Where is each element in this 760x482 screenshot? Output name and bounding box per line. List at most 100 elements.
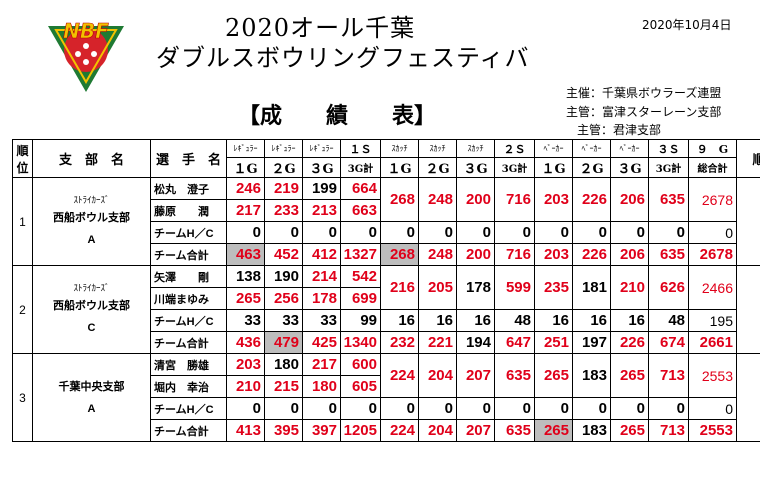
score-cell: 213 [302, 199, 341, 222]
col-sub: ２G [264, 157, 303, 178]
score-cell: 0 [418, 397, 457, 420]
score-cell: 138 [226, 265, 265, 288]
player-name: 堀内 幸治 [150, 375, 227, 398]
results-table: 順位支 部 名選 手 名ﾚｷﾞｭﾗｰ ﾚｷﾞｭﾗｰ ﾚｷﾞｭﾗｰ １Ｓ ｽｶｯﾁ ｽｶｯﾁ… [12, 139, 760, 442]
score-cell: 0 [302, 397, 341, 420]
col-sub: １G [380, 157, 419, 178]
score-cell: 16 [380, 309, 419, 332]
score-cell: 216 [380, 265, 419, 310]
score-cell: 0 [456, 397, 495, 420]
player-name: チーム合計 [150, 331, 227, 354]
team-rank-right: 1 [736, 177, 760, 266]
event-title: 2020オール千葉 [225, 14, 416, 42]
score-cell: 713 [648, 353, 689, 398]
player-name: チームH／C [150, 221, 227, 244]
score-cell: 203 [534, 243, 573, 266]
score-cell: 0 [302, 221, 341, 244]
score-cell: 635 [494, 419, 535, 442]
score-cell: 1340 [340, 331, 381, 354]
score-cell: 2553 [688, 353, 737, 398]
score-cell: 232 [380, 331, 419, 354]
score-cell: 48 [494, 309, 535, 332]
team-group: A [87, 402, 96, 415]
col-group: ｽｶｯﾁ [418, 139, 457, 158]
score-cell: 2678 [688, 243, 737, 266]
score-cell: 268 [380, 177, 419, 222]
score-cell: 224 [380, 419, 419, 442]
score-cell: 48 [648, 309, 689, 332]
score-cell: 210 [226, 375, 265, 398]
score-cell: 0 [418, 221, 457, 244]
score-cell: 0 [534, 397, 573, 420]
score-cell: 413 [226, 419, 265, 442]
team-type: ｽﾄﾗｲｶｰｽﾞ [73, 194, 110, 205]
results-heading: 【成 績 表】 [238, 103, 437, 129]
col-group: １Ｓ [340, 139, 381, 158]
score-cell: 0 [380, 221, 419, 244]
score-cell: 178 [302, 287, 341, 310]
team-row: 堀内 幸治 210 215 180 605 [13, 375, 760, 398]
col-group: ﾍﾞｰｶｰ [534, 139, 573, 158]
score-cell: 479 [264, 331, 303, 354]
score-cell: 0 [572, 397, 611, 420]
score-cell: 204 [418, 353, 457, 398]
score-cell: 647 [494, 331, 535, 354]
score-cell: 0 [648, 397, 689, 420]
score-cell: 99 [340, 309, 381, 332]
score-cell: 0 [610, 221, 649, 244]
score-cell: 217 [302, 353, 341, 376]
team-row: チームH／C 0 0 0 0 0 0 0 0 0 0 0 0 0 [13, 397, 760, 420]
score-cell: 699 [340, 287, 381, 310]
team-type: ｽﾄﾗｲｶｰｽﾞ [73, 282, 110, 293]
score-cell: 265 [610, 419, 649, 442]
score-cell: 219 [264, 177, 303, 200]
score-cell: 674 [648, 331, 689, 354]
team-row: 2 ｽﾄﾗｲｶｰｽﾞ 西船ボウル支部 C 矢澤 剛 138 190 214 542 216 205 1… [12, 265, 760, 354]
player-name: 矢澤 剛 [150, 265, 227, 288]
score-cell: 0 [688, 397, 737, 420]
col-group: ﾚｷﾞｭﾗｰ [264, 139, 303, 158]
host-label: 主催：千葉県ボウラーズ連盟 [566, 86, 722, 100]
score-cell: 205 [418, 265, 457, 310]
score-cell: 210 [610, 265, 649, 310]
col-group: ３Ｓ [648, 139, 689, 158]
score-cell: 204 [418, 419, 457, 442]
score-cell: 0 [226, 221, 265, 244]
col-sub: ３G [302, 157, 341, 178]
dept-name: 西船ボウル支部 [53, 299, 130, 312]
score-cell: 200 [456, 177, 495, 222]
manager-label: 主管：富津スターレーン支部 [566, 105, 722, 119]
score-cell: 716 [494, 177, 535, 222]
logo-text: NBF [63, 19, 109, 43]
score-cell: 181 [572, 265, 611, 310]
score-cell: 635 [648, 243, 689, 266]
score-cell: 183 [572, 419, 611, 442]
score-cell: 251 [534, 331, 573, 354]
score-cell: 180 [302, 375, 341, 398]
score-cell: 436 [226, 331, 265, 354]
score-cell: 663 [340, 199, 381, 222]
score-cell: 599 [494, 265, 535, 310]
score-cell: 635 [494, 353, 535, 398]
score-cell: 199 [302, 177, 341, 200]
col-group: ｽｶｯﾁ [456, 139, 495, 158]
score-cell: 412 [302, 243, 341, 266]
score-cell: 33 [264, 309, 303, 332]
score-cell: 0 [456, 221, 495, 244]
score-cell: 0 [494, 397, 535, 420]
score-cell: 203 [534, 177, 573, 222]
score-cell: 713 [648, 419, 689, 442]
score-cell: 203 [226, 353, 265, 376]
event-date: 2020年10月4日 [642, 18, 732, 32]
score-cell: 221 [418, 331, 457, 354]
player-name: チームH／C [150, 397, 227, 420]
score-cell: 194 [456, 331, 495, 354]
score-cell: 0 [264, 397, 303, 420]
score-cell: 256 [264, 287, 303, 310]
score-cell: 178 [456, 265, 495, 310]
team-group: A [87, 233, 96, 246]
score-cell: 265 [534, 419, 573, 442]
col-group: ﾚｷﾞｭﾗｰ [302, 139, 341, 158]
score-cell: 0 [572, 221, 611, 244]
score-cell: 195 [688, 309, 737, 332]
